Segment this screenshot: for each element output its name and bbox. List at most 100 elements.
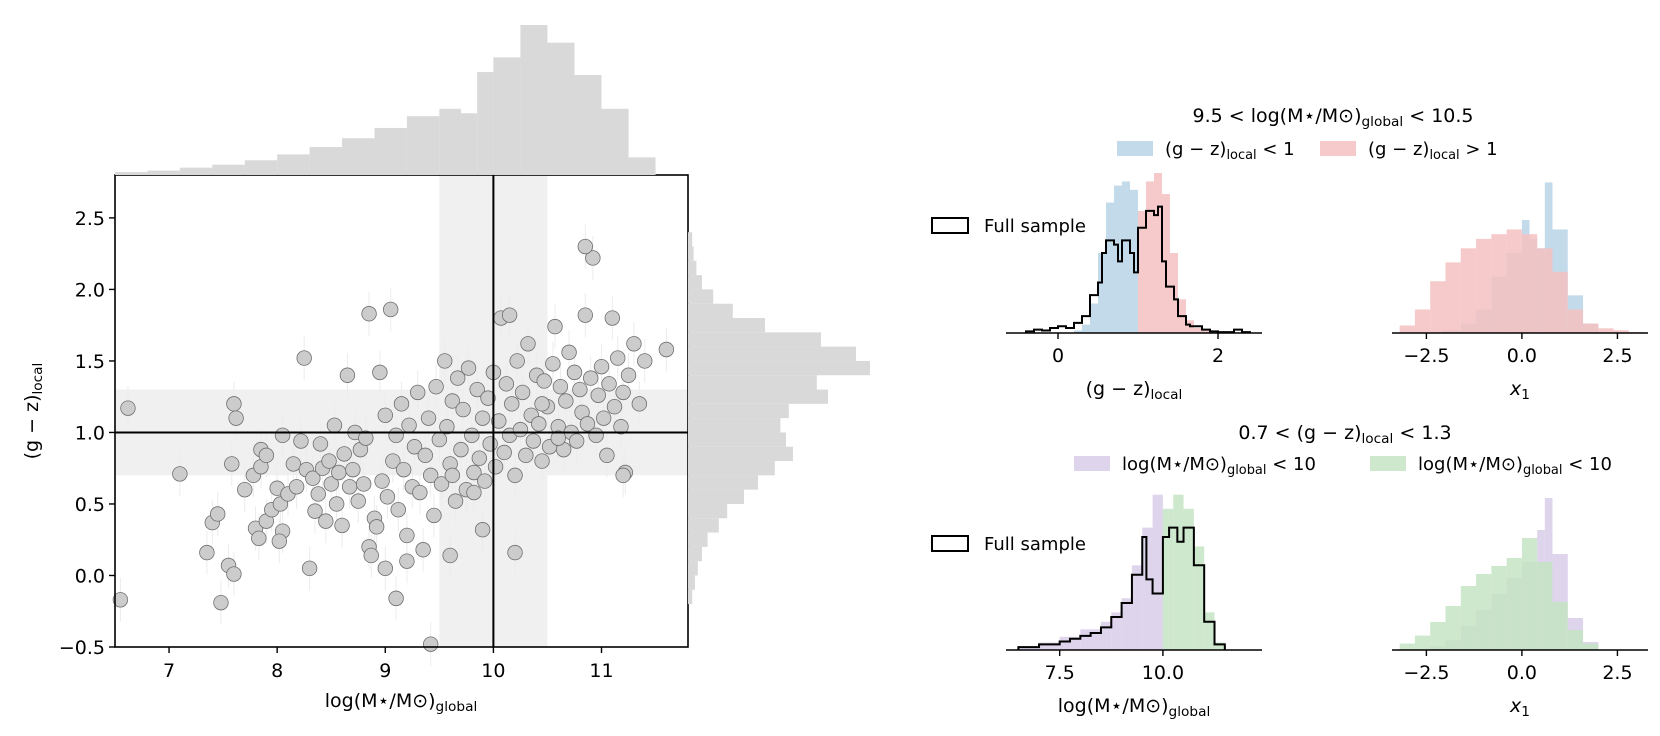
hist-bar <box>1138 210 1146 333</box>
data-point <box>368 519 385 535</box>
top-hist-bar <box>601 108 629 175</box>
legend-swatch <box>1320 141 1356 156</box>
top-hist-bar <box>147 170 180 175</box>
legend-label: (g − z)local < 1 <box>1165 139 1295 163</box>
right-hist-bar <box>688 260 697 276</box>
data-point <box>388 590 404 607</box>
upper-legend: (g − z)local < 1 (g − z)local > 1 Full sam… <box>931 139 1498 237</box>
hist-bar <box>1074 330 1082 333</box>
data-point <box>588 427 604 444</box>
data-point <box>422 467 439 484</box>
data-point <box>293 433 309 449</box>
data-point <box>593 358 610 375</box>
right-marginal-histogram <box>688 232 870 605</box>
data-point <box>355 476 372 492</box>
data-point <box>412 484 428 501</box>
y-tick-label: 2.5 <box>75 208 105 230</box>
right-hist-bar <box>688 246 694 261</box>
data-point <box>301 560 318 577</box>
data-point <box>417 447 433 464</box>
hist-bar <box>1183 508 1194 650</box>
right-hist-bar <box>688 232 693 247</box>
right-hist-bar <box>688 561 698 576</box>
right-hist-bar <box>688 389 828 404</box>
data-point <box>350 493 366 509</box>
scatter-y-ticks: −0.5 0.0 0.5 1.0 1.5 2.0 2.5 <box>59 208 115 659</box>
x-tick-label: −2.5 <box>1403 345 1449 367</box>
hist-bar <box>1430 281 1446 333</box>
hist-bar <box>1414 309 1431 333</box>
data-point <box>377 407 393 423</box>
data-point <box>336 446 352 462</box>
data-point <box>274 427 291 444</box>
hist-bar <box>1613 330 1629 333</box>
right-hist-bar <box>688 461 775 476</box>
data-point <box>582 370 599 386</box>
legend-label-full-sample: Full sample <box>984 534 1086 555</box>
data-point <box>610 350 626 366</box>
data-point <box>477 473 493 489</box>
data-point <box>464 427 480 444</box>
data-point <box>422 636 439 652</box>
data-point <box>534 396 550 412</box>
data-point <box>558 393 574 409</box>
top-hist-bar <box>574 75 602 175</box>
hist-bar <box>1460 586 1477 650</box>
right-hist-bar <box>688 418 781 433</box>
data-point <box>363 547 379 564</box>
scatter-points <box>112 224 675 667</box>
data-point <box>437 353 453 369</box>
x1-histogram-panel-upper: −2.5 0.0 2.5 x1 <box>1392 182 1648 403</box>
x-tick-label: 7 <box>163 660 175 682</box>
right-hist-bar <box>688 532 708 547</box>
right-hist-bar <box>688 275 702 290</box>
right-hist-bar <box>688 432 786 447</box>
data-point <box>572 381 588 398</box>
data-point <box>482 436 498 452</box>
data-point <box>361 306 377 322</box>
data-point <box>620 367 637 383</box>
data-point <box>385 453 401 469</box>
data-point <box>466 464 482 481</box>
scatter-y-axis-label: (g − z)local <box>21 363 46 460</box>
x-tick-label: 2.5 <box>1602 662 1632 684</box>
data-point <box>237 481 253 498</box>
data-point <box>520 336 536 352</box>
data-point <box>401 417 417 434</box>
data-point <box>439 419 455 435</box>
lower-row-title: 0.7 < (g − z)local < 1.3 <box>1238 422 1451 447</box>
data-point <box>613 419 629 435</box>
legend-swatch-full-sample <box>931 535 969 552</box>
data-point <box>552 378 569 395</box>
y-tick-label: 1.5 <box>75 351 105 373</box>
x-tick-label: 0.0 <box>1507 345 1537 367</box>
data-point <box>471 450 488 466</box>
data-point <box>547 318 563 335</box>
hist-bar <box>1583 643 1599 650</box>
y-tick-label: 0.5 <box>75 494 105 516</box>
hist-bar <box>1154 173 1162 333</box>
right-hist-bar <box>688 403 789 419</box>
data-point <box>377 560 393 577</box>
hist-bar <box>1476 574 1492 650</box>
hist-bar <box>1121 598 1132 650</box>
data-point <box>323 476 339 492</box>
panel-x-axis-label: log(M⋆/M⊙)global <box>1058 695 1211 720</box>
data-point <box>604 310 621 326</box>
right-hist-bar <box>688 489 744 504</box>
data-point <box>447 493 464 509</box>
hist-bar <box>1552 271 1568 333</box>
hist-bar <box>1537 562 1553 650</box>
legend-label: log(M⋆/M⊙)global < 10 <box>1418 454 1612 478</box>
data-point <box>433 476 450 492</box>
full-sample-step-line <box>1025 205 1251 334</box>
data-point <box>507 544 523 561</box>
data-point <box>626 336 642 352</box>
data-point <box>388 427 404 444</box>
x-tick-label: 2 <box>1212 345 1224 367</box>
hist-bar <box>1506 229 1522 333</box>
upper-row-title: 9.5 < log(M⋆/M⊙)global < 10.5 <box>1192 105 1473 130</box>
hist-bar <box>1567 309 1584 333</box>
hist-bar <box>1173 494 1184 650</box>
data-point <box>426 507 442 524</box>
